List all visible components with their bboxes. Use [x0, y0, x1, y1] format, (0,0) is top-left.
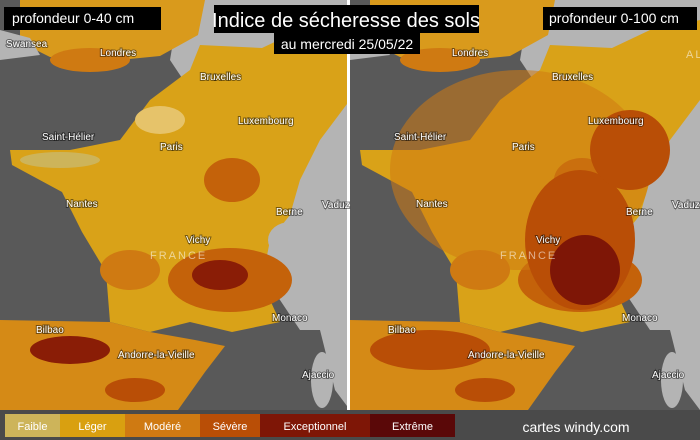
city-label: Bruxelles: [200, 72, 241, 83]
legend-label: Modéré: [144, 421, 181, 433]
city-label: Monaco: [622, 313, 658, 324]
panel-label: profondeur 0-100 cm: [549, 10, 679, 26]
map-left: [0, 0, 347, 410]
city-label: Vaduz: [322, 200, 350, 211]
city-label: Monaco: [272, 313, 308, 324]
city-label: Berne: [276, 207, 303, 218]
legend-swatch: [60, 414, 125, 437]
legend-swatch: [125, 414, 200, 437]
city-label: Swansea: [6, 39, 48, 50]
city-label: Bruxelles: [552, 72, 593, 83]
subtitle: au mercredi 25/05/22: [281, 36, 414, 52]
city-label: Vaduz: [672, 200, 700, 211]
city-label: Bilbao: [36, 325, 64, 336]
legend-label: Exceptionnel: [284, 421, 347, 433]
city-label: Nantes: [66, 199, 98, 210]
city-label: Nantes: [416, 199, 448, 210]
map-right: [350, 0, 700, 410]
panel-label: profondeur 0-40 cm: [12, 10, 134, 26]
city-label: FRANCE: [500, 250, 557, 262]
legend-label: Sévère: [213, 421, 248, 433]
legend-label: Faible: [18, 421, 48, 433]
city-label: ALLE: [686, 49, 700, 61]
city-label: Ajaccio: [652, 370, 685, 381]
legend-label: Léger: [78, 421, 106, 433]
city-label: Saint-Hélier: [42, 132, 95, 143]
legend-swatch: [5, 414, 60, 437]
city-label: FRANCE: [150, 250, 207, 262]
city-label: Londres: [452, 48, 488, 59]
city-label: Vichy: [186, 235, 210, 246]
credit: cartes windy.com: [522, 419, 629, 435]
city-label: Luxembourg: [238, 116, 294, 127]
city-label: Vichy: [536, 235, 560, 246]
legend-swatch: [200, 414, 260, 437]
city-label: Paris: [512, 142, 535, 153]
city-label: Saint-Hélier: [394, 132, 447, 143]
legend-swatch: [260, 414, 370, 437]
city-label: Bilbao: [388, 325, 416, 336]
title: Indice de sécheresse des sols: [212, 10, 480, 32]
city-label: Berne: [626, 207, 653, 218]
city-label: Londres: [100, 48, 136, 59]
city-label: Luxembourg: [588, 116, 644, 127]
legend-swatch: [370, 414, 455, 437]
legend-label: Extrême: [392, 421, 433, 433]
city-label: Andorre-la-Vieille: [118, 350, 195, 361]
city-label: Ajaccio: [302, 370, 335, 381]
city-label: Paris: [160, 142, 183, 153]
city-label: Andorre-la-Vieille: [468, 350, 545, 361]
